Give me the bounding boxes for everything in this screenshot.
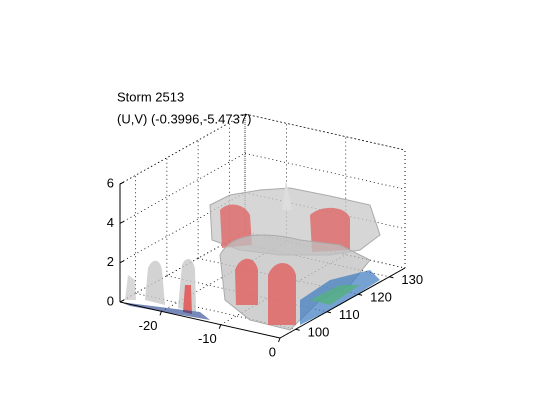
iso-red bbox=[268, 262, 296, 325]
x-tick bbox=[159, 311, 162, 316]
isosurface-blobs bbox=[120, 180, 381, 331]
y-tick bbox=[389, 276, 394, 279]
grid-line bbox=[244, 231, 406, 269]
z-tick bbox=[119, 181, 125, 185]
iso-red bbox=[235, 258, 258, 305]
y-tick bbox=[326, 311, 331, 314]
z-tick bbox=[119, 299, 125, 303]
axes: -20 -10 0 100 110 120 130 0 2 4 6 bbox=[107, 175, 423, 359]
z-tick bbox=[119, 220, 125, 224]
y-tick bbox=[358, 293, 363, 296]
z-tick-label: 2 bbox=[107, 254, 114, 269]
x-tick bbox=[278, 337, 281, 343]
z-tick-label: 0 bbox=[107, 293, 114, 308]
z-tick-label: 4 bbox=[107, 215, 114, 230]
y-tick-label: 130 bbox=[401, 272, 423, 287]
grid-line bbox=[244, 113, 406, 151]
grid-line bbox=[244, 192, 406, 230]
y-axis bbox=[279, 267, 406, 339]
iso-grey bbox=[282, 180, 292, 210]
y-tick-label: 110 bbox=[339, 307, 360, 322]
y-tick-label: 100 bbox=[308, 325, 330, 340]
chart-title: Storm 2513 bbox=[117, 89, 184, 104]
iso-red bbox=[310, 207, 350, 252]
x-axis bbox=[119, 301, 281, 339]
iso-blue bbox=[120, 302, 210, 320]
grid-line bbox=[229, 240, 390, 278]
iso-grey bbox=[145, 260, 165, 305]
x-tick-label: -10 bbox=[198, 331, 217, 346]
y-tick bbox=[295, 328, 300, 331]
x-tick bbox=[218, 324, 222, 329]
grid-line bbox=[244, 152, 406, 190]
iso-red bbox=[183, 285, 192, 314]
y-tick-label: 120 bbox=[370, 290, 392, 305]
x-tick-label: -20 bbox=[139, 318, 158, 333]
z-tick bbox=[119, 260, 125, 264]
z-tick-label: 6 bbox=[107, 175, 114, 190]
chart-subtitle: (U,V) (-0.3996,-5.4737) bbox=[117, 111, 251, 126]
iso-grey bbox=[125, 275, 136, 300]
iso-green bbox=[310, 285, 360, 305]
x-tick-label: 0 bbox=[269, 344, 276, 359]
